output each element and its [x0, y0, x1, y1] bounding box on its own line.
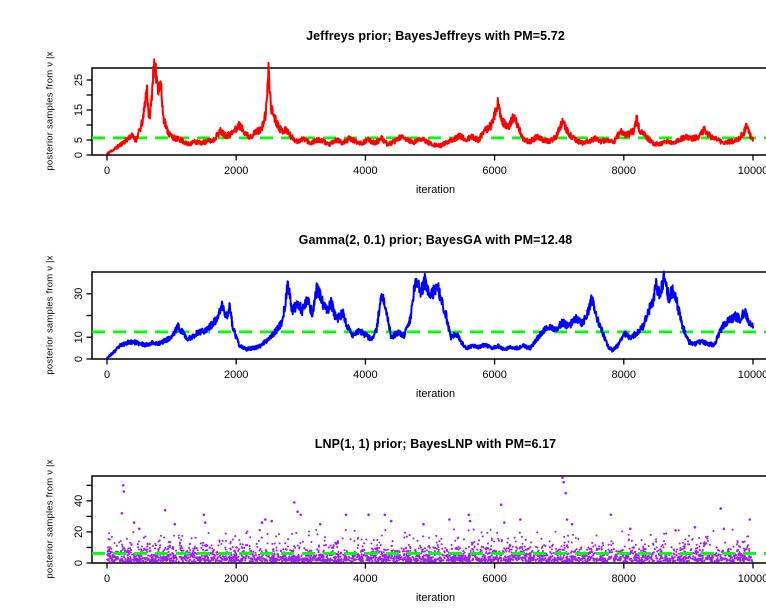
x-axis-label-lnp: iteration [415, 592, 456, 604]
y-tick-label: 15 [73, 104, 85, 116]
gamma-trace-panel: Gamma(2, 0.1) prior; BayesGA with PM=12.… [40, 220, 766, 424]
x-tick-label: 6000 [482, 573, 506, 585]
y-axis: 0 20 40 [73, 484, 92, 566]
scatter-points [106, 476, 754, 563]
y-axis: 0 10 30 [73, 288, 92, 362]
y-tick-label: 5 [73, 137, 85, 143]
plot-title-jeffreys: Jeffreys prior; BayesJeffreys with PM=5.… [306, 29, 565, 43]
plot-area-lnp: 0 2000 4000 6000 8000 10000 0 20 40 [73, 475, 766, 585]
y-tick-label: 20 [73, 526, 85, 538]
x-axis: 0 2000 4000 6000 8000 10000 [104, 359, 766, 381]
x-tick-label: 10000 [738, 573, 766, 585]
plot-area-jeffreys: 0 2000 4000 6000 8000 10000 0 5 15 25 [73, 58, 766, 177]
y-tick-label: 0 [73, 152, 85, 158]
y-tick-label: 25 [73, 74, 85, 86]
y-tick-label: 0 [73, 356, 85, 362]
x-tick-label: 8000 [612, 369, 636, 381]
x-axis: 0 2000 4000 6000 8000 10000 [104, 155, 766, 177]
x-tick-label: 6000 [482, 369, 506, 381]
x-tick-label: 2000 [224, 573, 248, 585]
y-tick-label: 30 [73, 288, 85, 300]
x-tick-label: 8000 [612, 165, 636, 177]
x-tick-label: 4000 [353, 165, 377, 177]
x-axis: 0 2000 4000 6000 8000 10000 [104, 563, 766, 585]
x-tick-label: 4000 [353, 573, 377, 585]
y-tick-label: 0 [73, 560, 85, 566]
plot-title-lnp: LNP(1, 1) prior; BayesLNP with PM=6.17 [314, 437, 557, 451]
trace-series [106, 58, 754, 155]
lnp-scatter-panel: LNP(1, 1) prior; BayesLNP with PM=6.17 p… [40, 424, 766, 613]
x-tick-label: 2000 [224, 369, 248, 381]
x-axis-label-gamma: iteration [415, 388, 456, 400]
plot-area-gamma: 0 2000 4000 6000 8000 10000 0 10 30 [73, 270, 766, 381]
x-tick-label: 8000 [612, 573, 636, 585]
x-tick-label: 4000 [353, 369, 377, 381]
y-tick-label: 10 [73, 331, 85, 343]
plot-box [91, 475, 766, 564]
x-tick-label: 2000 [224, 165, 248, 177]
x-tick-label: 0 [104, 165, 110, 177]
y-axis: 0 5 15 25 [73, 74, 92, 158]
trace-series [106, 270, 754, 360]
plot-title-gamma: Gamma(2, 0.1) prior; BayesGA with PM=12.… [298, 233, 573, 247]
x-tick-label: 6000 [482, 165, 506, 177]
jeffreys-trace-panel: Jeffreys prior; BayesJeffreys with PM=5.… [40, 16, 766, 220]
y-tick-label: 40 [73, 495, 85, 507]
x-tick-label: 0 [104, 573, 110, 585]
x-axis-label-jeffreys: iteration [415, 184, 456, 196]
plot-box [91, 67, 766, 156]
x-tick-label: 0 [104, 369, 110, 381]
x-tick-label: 10000 [738, 165, 766, 177]
x-tick-label: 10000 [738, 369, 766, 381]
